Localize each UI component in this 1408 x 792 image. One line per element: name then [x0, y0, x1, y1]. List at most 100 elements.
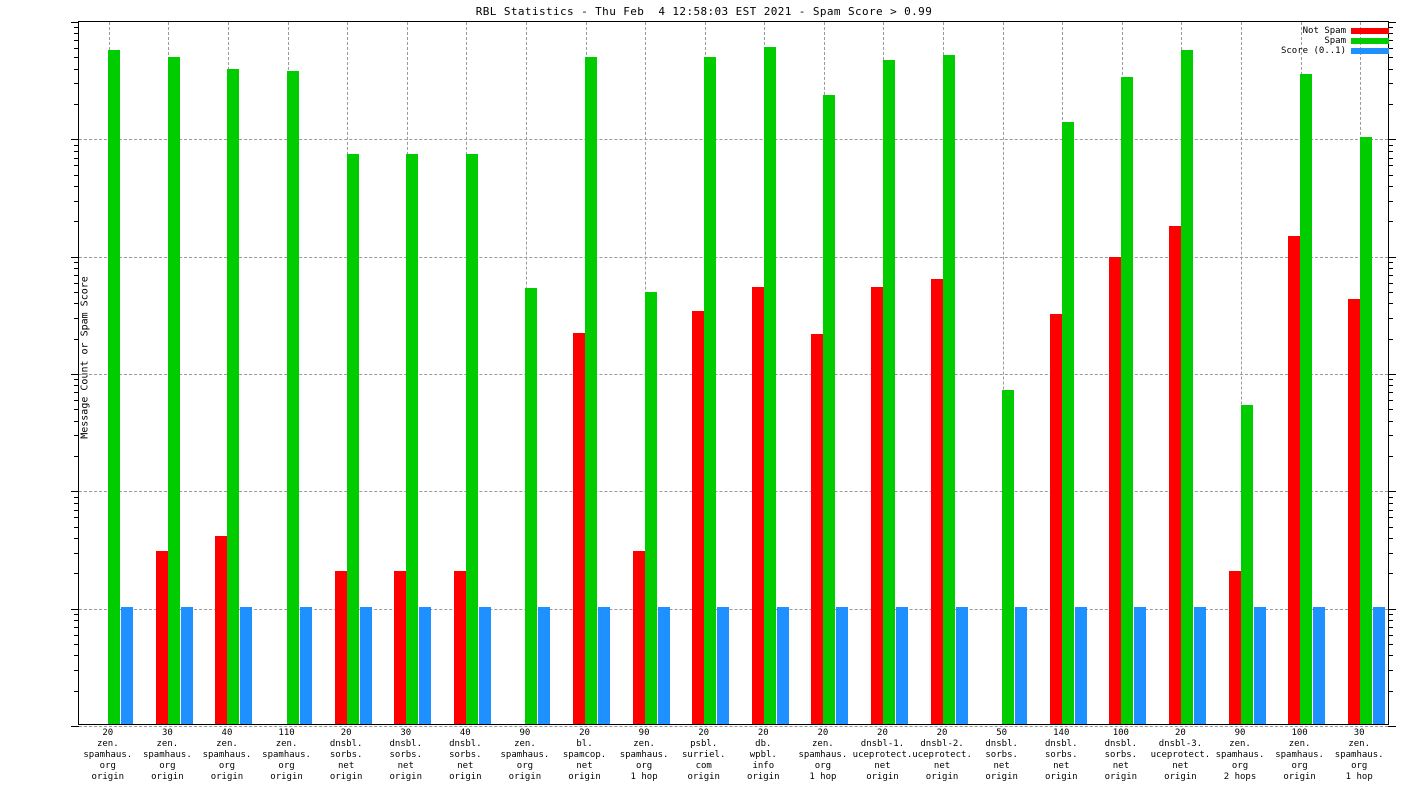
bar-not-spam: [870, 287, 883, 724]
y-axis-minor-tick: [1388, 538, 1393, 540]
y-axis-minor-tick: [1388, 670, 1393, 672]
x-axis-category-label: 110 zen. spamhaus. org origin: [262, 728, 311, 782]
y-axis-minor-tick: [1388, 634, 1393, 636]
legend-label-spam: Spam: [1324, 36, 1346, 46]
y-axis-tick: [71, 608, 79, 610]
bar-score: [478, 606, 491, 724]
y-axis-tick: [71, 22, 79, 23]
y-axis-minor-tick: [74, 670, 79, 672]
x-axis-category-label: 20 db. wpbl. info origin: [747, 728, 780, 782]
y-axis-minor-tick: [74, 338, 79, 340]
x-axis-category-label: 20 bl. spamcop. net origin: [562, 728, 607, 782]
bar-score: [657, 606, 670, 724]
x-axis-category-label: 30 dnsbl. sorbs. net origin: [389, 728, 422, 782]
y-axis-minor-tick: [74, 291, 79, 293]
bar-not-spam: [334, 571, 347, 724]
y-axis-minor-tick: [1388, 262, 1393, 264]
y-axis-minor-tick: [74, 186, 79, 188]
y-axis-minor-tick: [1388, 186, 1393, 188]
bar-spam: [1359, 137, 1372, 724]
x-axis-category-label: 20 zen. spamhaus. org origin: [83, 728, 133, 782]
y-axis-minor-tick: [74, 573, 79, 575]
y-axis-minor-tick: [1388, 614, 1393, 616]
bar-not-spam: [1109, 257, 1122, 724]
bar-score: [895, 606, 908, 724]
x-axis-category-label: 90 zen. spamhaus. org origin: [500, 728, 550, 782]
bar-spam: [1061, 122, 1074, 724]
bar-spam: [1300, 73, 1313, 724]
y-axis-minor-tick: [1388, 626, 1393, 628]
y-axis-minor-tick: [74, 496, 79, 498]
bar-score: [598, 606, 611, 724]
y-axis-minor-tick: [1388, 379, 1393, 381]
y-axis-minor-tick: [1388, 282, 1393, 284]
x-axis-category-label: 40 zen. spamhaus. org origin: [202, 728, 252, 782]
bar-spam: [1002, 390, 1015, 724]
x-axis-category-label: 90 zen. spamhaus. org 2 hops: [1215, 728, 1265, 782]
bar-score: [1253, 606, 1266, 724]
x-axis-category-label: 20 psbl. surriel. com origin: [682, 728, 726, 782]
y-axis-minor-tick: [74, 282, 79, 284]
y-axis-tick: [71, 139, 79, 141]
bar-not-spam: [215, 536, 228, 724]
x-axis-category-label: 20 dnsbl-1. uceprotect. net origin: [852, 728, 913, 782]
y-axis-minor-tick: [1388, 338, 1393, 340]
x-axis-category-label: 100 dnsbl. sorbs. net origin: [1104, 728, 1138, 782]
y-axis-minor-tick: [1388, 400, 1393, 402]
y-axis-minor-tick: [1388, 392, 1393, 394]
y-gridline: [79, 256, 1388, 258]
x-gridline: [1241, 22, 1243, 724]
y-axis-tick: [71, 726, 79, 727]
legend-label-score: Score (0..1): [1280, 46, 1346, 56]
y-axis-minor-tick: [1388, 409, 1393, 411]
bar-spam: [346, 154, 359, 724]
bar-score: [836, 606, 849, 724]
bar-score: [180, 606, 193, 724]
y-axis-minor-tick: [74, 27, 79, 29]
y-axis-minor-tick: [74, 40, 79, 42]
y-axis-minor-tick: [74, 526, 79, 528]
y-axis-minor-tick: [1388, 27, 1393, 29]
y-axis-minor-tick: [1388, 274, 1393, 276]
y-axis-tick: [1388, 726, 1396, 727]
y-axis-minor-tick: [74, 318, 79, 320]
y-axis-minor-tick: [74, 626, 79, 628]
y-axis-minor-tick: [74, 435, 79, 437]
y-axis-minor-tick: [74, 104, 79, 105]
y-axis-minor-tick: [1388, 165, 1393, 167]
bar-spam: [585, 57, 598, 724]
legend-item-score: Score (0..1): [1281, 46, 1389, 56]
y-axis-minor-tick: [1388, 57, 1393, 59]
y-axis-tick: [1388, 22, 1396, 23]
bar-score: [1372, 606, 1385, 724]
bar-spam: [704, 57, 717, 724]
y-axis-minor-tick: [1388, 643, 1393, 645]
bar-spam: [1180, 50, 1193, 724]
y-axis-minor-tick: [74, 420, 79, 422]
bar-spam: [644, 292, 657, 724]
y-axis-minor-tick: [1388, 435, 1393, 437]
x-axis-category-label: 140 dnsbl. sorbs. net origin: [1044, 728, 1078, 782]
bar-score: [717, 606, 730, 724]
y-gridline: [79, 726, 1388, 727]
bar-not-spam: [155, 550, 168, 724]
bar-score: [1313, 606, 1326, 724]
y-axis-tick: [71, 491, 79, 493]
bar-not-spam: [930, 279, 943, 724]
bar-spam: [525, 288, 538, 724]
y-axis-minor-tick: [74, 379, 79, 381]
legend-item-spam: Spam: [1281, 36, 1389, 46]
x-axis-category-label: 90 zen. spamhaus. org 1 hop: [619, 728, 669, 782]
x-axis-category-label: 50 dnsbl. sorbs. net origin: [985, 728, 1018, 782]
y-axis-tick: [71, 374, 79, 375]
y-axis-minor-tick: [1388, 573, 1393, 575]
bar-score: [240, 606, 253, 724]
y-axis-minor-tick: [1388, 221, 1393, 223]
bar-score: [1074, 606, 1087, 724]
chart-legend: Not Spam Spam Score (0..1): [1281, 26, 1389, 56]
y-axis-minor-tick: [74, 200, 79, 202]
y-axis-minor-tick: [1388, 526, 1393, 528]
bar-not-spam: [751, 287, 764, 724]
x-axis-category-label: 20 dnsbl-3. uceprotect. net origin: [1150, 728, 1211, 782]
